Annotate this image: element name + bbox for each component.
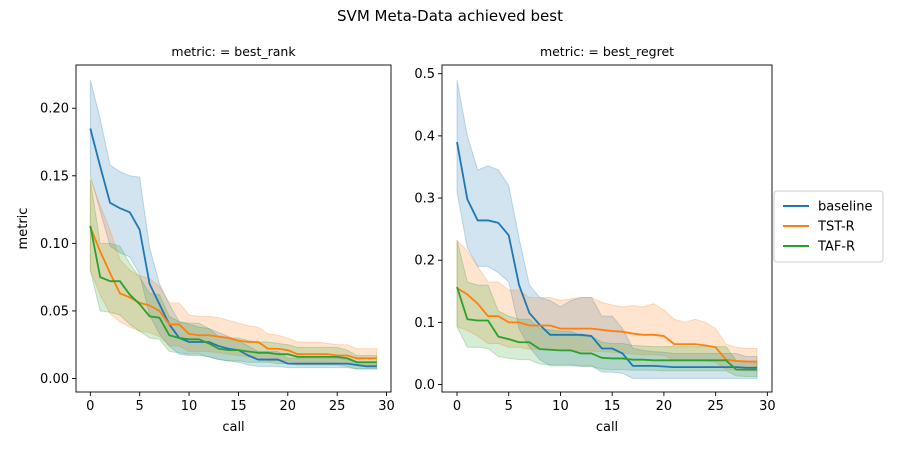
x-tick-label: 30: [378, 399, 395, 414]
confidence-band-baseline: [456, 79, 758, 379]
confidence-band-taf-r: [456, 240, 758, 377]
x-axis-label: call: [222, 420, 244, 435]
x-tick-label: 20: [280, 399, 297, 414]
x-tick-label: 15: [604, 399, 621, 414]
x-tick-label: 30: [759, 399, 776, 414]
y-axis-label: metric: [16, 208, 31, 250]
x-tick-label: 25: [707, 399, 724, 414]
y-tick-label: 0.1: [414, 316, 435, 331]
series-line-tst-r: [456, 287, 757, 363]
y-tick-label: 0.05: [40, 304, 69, 319]
y-tick-label: 0.0: [414, 378, 435, 393]
legend-label-taf-r: TAF-R: [817, 240, 855, 255]
x-axis-label: call: [596, 420, 618, 435]
x-tick-label: 5: [505, 399, 513, 414]
subplot-title: metric: = best_rank: [171, 44, 296, 59]
x-tick-label: 15: [230, 399, 247, 414]
y-tick-label: 0.00: [40, 372, 69, 387]
right-subplot: 0 5 10 15 20 25 30 0.0 0.1 0.2 0.3 0.4 0.5 metric: = …: [414, 44, 775, 435]
x-tick-label: 10: [552, 399, 569, 414]
x-tick-label: 0: [86, 399, 94, 414]
legend: baseline TST-R TAF-R: [773, 190, 884, 263]
axes-frame: [441, 64, 773, 393]
series-line-baseline: [456, 141, 757, 369]
figure-title: SVM Meta-Data achieved best: [337, 7, 563, 25]
subplot-title: metric: = best_regret: [540, 44, 674, 59]
legend-label-tst-r: TST-R: [817, 220, 855, 235]
axes-frame: [75, 64, 392, 393]
y-tick-label: 0.4: [414, 129, 435, 144]
x-tick-label: 5: [136, 399, 144, 414]
x-tick-label: 20: [656, 399, 673, 414]
legend-label-baseline: baseline: [818, 200, 872, 215]
y-tick-label: 0.10: [40, 237, 69, 252]
y-tick-label: 0.15: [40, 169, 69, 184]
x-tick-label: 25: [329, 399, 346, 414]
left-subplot: 0 5 10 15 20 25 30 0.00 0.05 0.10 0.15 0.20 metric: …: [16, 44, 395, 435]
series-line-taf-r: [456, 286, 757, 371]
y-tick-label: 0.2: [414, 254, 435, 269]
confidence-band-baseline: [89, 79, 378, 370]
y-tick-label: 0.3: [414, 192, 435, 207]
x-tick-label: 10: [181, 399, 198, 414]
y-tick-label: 0.20: [40, 102, 69, 117]
x-tick-label: 0: [453, 399, 461, 414]
legend-box: [773, 190, 884, 263]
series-line-taf-r: [89, 225, 377, 364]
confidence-band-tst-r: [89, 178, 378, 366]
y-tick-label: 0.5: [414, 67, 435, 82]
